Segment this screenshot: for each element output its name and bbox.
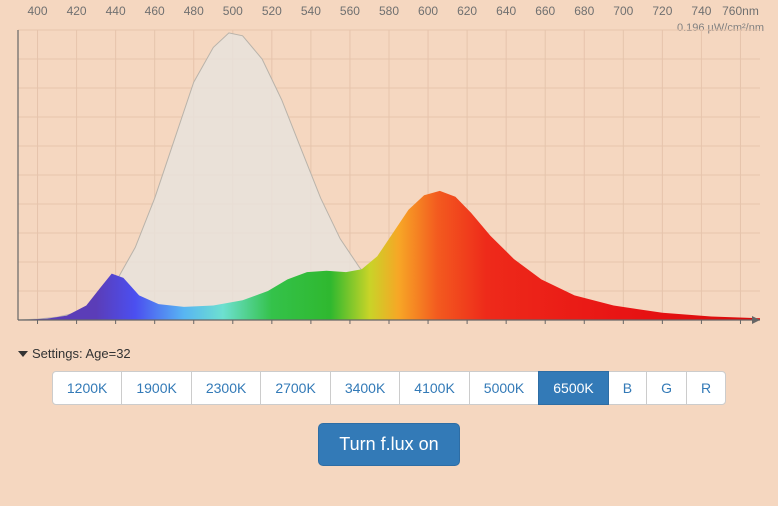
preset-button-g[interactable]: G [646, 371, 687, 405]
settings-label: Settings: Age=32 [32, 346, 131, 361]
preset-button-1200k[interactable]: 1200K [52, 371, 122, 405]
preset-button-3400k[interactable]: 3400K [330, 371, 400, 405]
preset-button-r[interactable]: R [686, 371, 726, 405]
preset-button-4100k[interactable]: 4100K [399, 371, 469, 405]
settings-toggle[interactable]: Settings: Age=32 [0, 340, 778, 365]
preset-button-1900k[interactable]: 1900K [121, 371, 191, 405]
preset-button-2300k[interactable]: 2300K [191, 371, 261, 405]
preset-button-5000k[interactable]: 5000K [469, 371, 539, 405]
spectrum-chart: 4004204404604805005205405605806006206406… [0, 0, 778, 340]
chart-svg [0, 0, 778, 340]
preset-button-b[interactable]: B [608, 371, 647, 405]
preset-button-6500k[interactable]: 6500K [538, 371, 608, 405]
chevron-down-icon [18, 351, 28, 357]
preset-button-group: 1200K1900K2300K2700K3400K4100K5000K6500K… [0, 371, 778, 405]
turn-flux-on-button[interactable]: Turn f.lux on [318, 423, 459, 466]
preset-button-2700k[interactable]: 2700K [260, 371, 330, 405]
